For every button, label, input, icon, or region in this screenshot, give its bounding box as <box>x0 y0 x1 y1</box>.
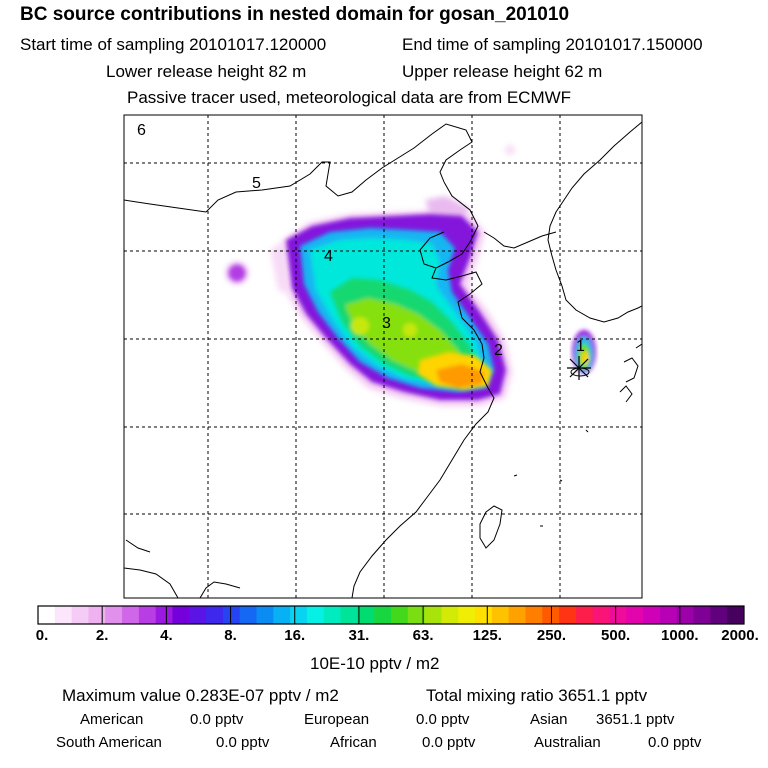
concentration-plume <box>226 145 596 406</box>
coastlines <box>124 121 642 598</box>
colorbar-swatch <box>710 606 728 624</box>
colorbar-unit-label: 10E-10 pptv / m2 <box>310 654 440 673</box>
colorbar-tick-label: 8. <box>224 627 237 644</box>
colorbar-swatch <box>693 606 711 624</box>
colorbar-swatch <box>290 606 308 624</box>
colorbar-tick-label: 1000. <box>661 627 699 644</box>
south-american-label: South American <box>56 734 162 751</box>
colorbar-swatch <box>659 606 678 624</box>
colorbar-swatch <box>592 606 610 624</box>
maximum-value-label: Maximum value 0.283E-07 pptv / m2 <box>62 686 339 705</box>
lower-release-label: Lower release height 82 m <box>106 62 307 81</box>
region-label-1: 1 <box>576 338 585 355</box>
australian-label: Australian <box>534 734 601 751</box>
colorbar-frame <box>37 605 745 625</box>
region-label-2: 2 <box>494 342 503 359</box>
colorbar-swatch <box>424 606 442 624</box>
colorbar-swatch <box>559 606 577 624</box>
colorbar-swatch <box>542 606 560 624</box>
south-american-value: 0.0 pptv <box>216 734 270 751</box>
australian-value: 0.0 pptv <box>648 734 702 751</box>
colorbar-tick-label: 2. <box>95 627 109 644</box>
region-label-5: 5 <box>252 175 261 192</box>
colorbar <box>38 606 745 624</box>
colorbar-tick-label: 63. <box>412 627 434 644</box>
colorbar-swatch <box>105 606 123 624</box>
colorbar-swatch <box>323 606 341 624</box>
colorbar-swatch <box>727 606 745 624</box>
african-label: African <box>330 734 377 751</box>
colorbar-swatch <box>138 606 157 624</box>
start-time-label: Start time of sampling 20101017.120000 <box>20 35 327 54</box>
colorbar-swatch <box>676 606 694 624</box>
colorbar-swatch <box>609 606 627 624</box>
colorbar-swatch <box>575 606 594 624</box>
colorbar-swatch <box>391 606 409 624</box>
receptor-star-icon <box>567 356 591 380</box>
colorbar-swatch <box>88 606 106 624</box>
colorbar-swatch <box>273 606 291 624</box>
colorbar-tick-label: 31. <box>348 627 370 644</box>
colorbar-tick-label: 16. <box>284 627 306 644</box>
american-value: 0.0 pptv <box>190 711 244 728</box>
colorbar-tick-label: 2000. <box>721 627 759 644</box>
colorbar-swatch <box>441 606 459 624</box>
american-label: American <box>80 711 144 728</box>
colorbar-tick-label: 500. <box>601 627 631 644</box>
end-time-label: End time of sampling 20101017.150000 <box>402 35 703 54</box>
colorbar-swatch <box>239 606 257 624</box>
african-value: 0.0 pptv <box>422 734 476 751</box>
colorbar-swatch <box>71 606 89 624</box>
colorbar-swatch <box>306 606 325 624</box>
colorbar-swatch <box>458 606 476 624</box>
colorbar-swatch <box>38 606 56 624</box>
colorbar-swatch <box>491 606 510 624</box>
colorbar-swatch <box>475 606 493 624</box>
colorbar-swatch <box>374 606 392 624</box>
colorbar-swatch <box>508 606 526 624</box>
colorbar-swatch <box>206 606 224 624</box>
colorbar-swatch <box>525 606 543 624</box>
data-source-note: Passive tracer used, meteorological data… <box>127 88 572 107</box>
map-frame <box>123 114 643 599</box>
colorbar-tick-label: 125. <box>472 627 502 644</box>
colorbar-swatch <box>54 606 73 624</box>
colorbar-swatch <box>626 606 644 624</box>
colorbar-swatch <box>189 606 207 624</box>
asian-value: 3651.1 pptv <box>596 711 675 728</box>
colorbar-swatch <box>357 606 375 624</box>
region-label-3: 3 <box>382 315 391 332</box>
colorbar-swatch <box>122 606 140 624</box>
colorbar-tick-label: 250. <box>536 627 567 644</box>
colorbar-swatch <box>222 606 241 624</box>
colorbar-swatch <box>340 606 358 624</box>
colorbar-swatch <box>256 606 274 624</box>
european-label: European <box>304 711 370 728</box>
colorbar-swatch <box>172 606 190 624</box>
colorbar-swatch <box>407 606 426 624</box>
colorbar-tick-label: 4. <box>160 627 173 644</box>
upper-release-label: Upper release height 62 m <box>402 62 603 81</box>
total-mixing-ratio-label: Total mixing ratio 3651.1 pptv <box>426 686 648 705</box>
plot-title: BC source contributions in nested domain… <box>20 4 570 25</box>
lat-lon-grid <box>124 115 642 598</box>
european-value: 0.0 pptv <box>416 711 470 728</box>
colorbar-swatch <box>643 606 661 624</box>
asian-label: Asian <box>530 711 568 728</box>
region-label-6: 6 <box>137 122 146 139</box>
colorbar-tick-label: 0. <box>35 627 49 644</box>
colorbar-swatch <box>155 606 173 624</box>
region-label-4: 4 <box>324 248 333 265</box>
